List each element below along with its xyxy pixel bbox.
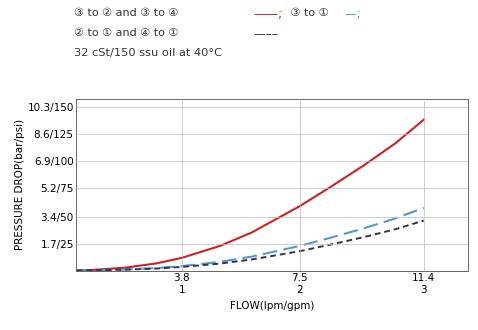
Text: ——;: ——; — [253, 8, 282, 21]
Text: ② to ① and ④ to ①: ② to ① and ④ to ① — [74, 28, 178, 38]
Y-axis label: PRESSURE DROP(bar/psi): PRESSURE DROP(bar/psi) — [14, 119, 24, 250]
Text: ③ to ② and ③ to ④: ③ to ② and ③ to ④ — [74, 8, 178, 18]
Text: ––––: –––– — [253, 28, 278, 41]
Text: ––;: ––; — [344, 8, 361, 21]
Text: ③ to ①: ③ to ① — [287, 8, 328, 18]
Text: 32 cSt/150 ssu oil at 40°C: 32 cSt/150 ssu oil at 40°C — [74, 48, 222, 58]
X-axis label: FLOW(lpm/gpm): FLOW(lpm/gpm) — [230, 301, 315, 311]
